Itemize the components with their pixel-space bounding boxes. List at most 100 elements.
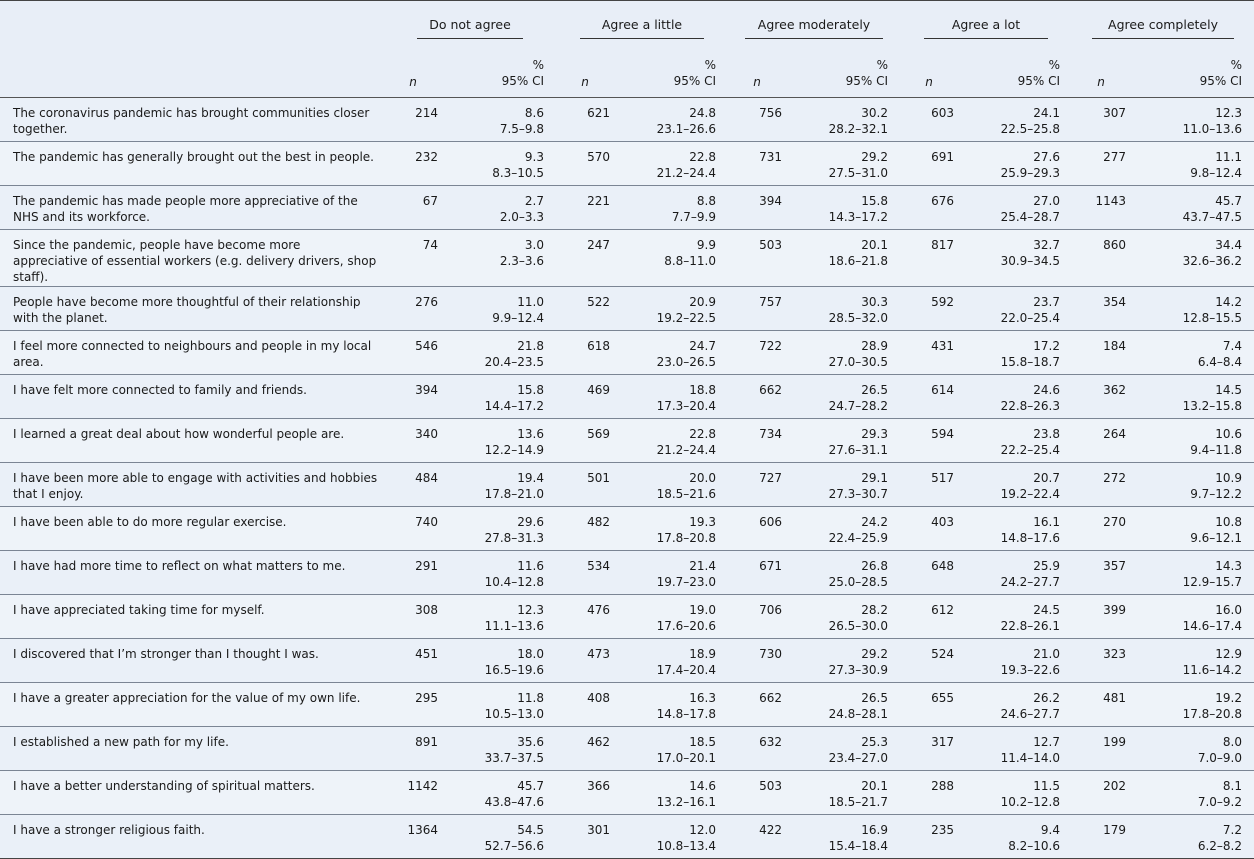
pct-header-label: % xyxy=(876,58,888,72)
ci-value: 16.5–19.6 xyxy=(484,663,544,677)
percent-ci-cell: 24.6 22.8–26.3 xyxy=(958,375,1072,419)
percent-ci-cell: 45.7 43.7–47.5 xyxy=(1130,186,1254,230)
pct-header-label: % xyxy=(532,58,544,72)
ci-value: 27.3–30.9 xyxy=(828,663,888,677)
table-row: I feel more connected to neighbours and … xyxy=(0,330,1254,375)
count-cell: 501 xyxy=(587,471,610,485)
group-header-do-not-agree: Do not agree xyxy=(384,1,556,48)
count-cell: 301 xyxy=(587,823,610,837)
table-row: I discovered that I’m stronger than I th… xyxy=(0,638,1254,683)
count-cell: 594 xyxy=(931,427,954,441)
percent-ci-cell: 16.9 15.4–18.4 xyxy=(786,815,900,859)
percent-ci-cell: 26.8 25.0–28.5 xyxy=(786,551,900,595)
percent-ci-cell: 14.6 13.2–16.1 xyxy=(614,771,728,815)
ci-value: 17.0–20.1 xyxy=(656,751,716,765)
ci-value: 9.4–11.8 xyxy=(1190,443,1242,457)
table-row: I have a stronger religious faith. 1364 54… xyxy=(0,814,1254,859)
ci-value: 18.6–21.8 xyxy=(828,254,888,268)
ci-header-label: 95% CI xyxy=(1199,74,1242,88)
ci-value: 22.2–25.4 xyxy=(1000,443,1060,457)
group-label: Agree completely xyxy=(1092,17,1234,39)
percent-ci-cell: 18.5 17.0–20.1 xyxy=(614,727,728,771)
percent-ci-cell: 16.3 14.8–17.8 xyxy=(614,683,728,727)
count-cell: 1142 xyxy=(407,779,438,793)
percent-value: 17.2 xyxy=(1033,339,1060,353)
percent-ci-cell: 24.5 22.8–26.1 xyxy=(958,595,1072,639)
count-cell: 199 xyxy=(1103,735,1126,749)
statement-cell: I learned a great deal about how wonderf… xyxy=(13,427,345,441)
ci-value: 14.8–17.8 xyxy=(656,707,716,721)
subheader-row: n% 95% CI n% 95% CI n% 95% CI n% 95% CI n% 95% CI xyxy=(0,47,1254,98)
table-row: I have appreciated taking time for mysel… xyxy=(0,594,1254,639)
group-label: Agree a little xyxy=(580,17,704,39)
count-cell: 184 xyxy=(1103,339,1126,353)
percent-ci-cell: 22.8 21.2–24.4 xyxy=(614,419,728,463)
percent-value: 11.0 xyxy=(517,295,544,309)
percent-ci-cell: 54.5 52.7–56.6 xyxy=(442,815,556,859)
count-cell: 484 xyxy=(415,471,438,485)
percent-value: 24.6 xyxy=(1033,383,1060,397)
table-row: I have felt more connected to family and… xyxy=(0,374,1254,419)
percent-ci-cell: 12.9 11.6–14.2 xyxy=(1130,639,1254,683)
percent-value: 19.4 xyxy=(517,471,544,485)
count-cell: 394 xyxy=(759,194,782,208)
percent-ci-cell: 11.6 10.4–12.8 xyxy=(442,551,556,595)
percent-ci-cell: 7.2 6.2–8.2 xyxy=(1130,815,1254,859)
percent-ci-cell: 14.2 12.8–15.5 xyxy=(1130,287,1254,331)
ci-value: 17.4–20.4 xyxy=(656,663,716,677)
percent-value: 20.7 xyxy=(1033,471,1060,485)
ci-value: 23.4–27.0 xyxy=(828,751,888,765)
percent-ci-cell: 25.9 24.2–27.7 xyxy=(958,551,1072,595)
percent-ci-cell: 23.8 22.2–25.4 xyxy=(958,419,1072,463)
percent-ci-cell: 10.8 9.6–12.1 xyxy=(1130,507,1254,551)
count-cell: 408 xyxy=(587,691,610,705)
percent-ci-cell: 12.3 11.1–13.6 xyxy=(442,595,556,639)
percent-ci-cell: 28.2 26.5–30.0 xyxy=(786,595,900,639)
statement-cell: People have become more thoughtful of th… xyxy=(13,295,361,325)
table-row: I learned a great deal about how wonderf… xyxy=(0,418,1254,463)
percent-ci-cell: 19.2 17.8–20.8 xyxy=(1130,683,1254,727)
ci-value: 9.8–12.4 xyxy=(1190,166,1242,180)
percent-value: 28.9 xyxy=(861,339,888,353)
percent-ci-cell: 22.8 21.2–24.4 xyxy=(614,142,728,186)
ci-value: 9.9–12.4 xyxy=(492,311,544,325)
count-cell: 179 xyxy=(1103,823,1126,837)
percent-value: 24.1 xyxy=(1033,106,1060,120)
ci-value: 23.1–26.6 xyxy=(656,122,716,136)
percent-value: 27.0 xyxy=(1033,194,1060,208)
percent-ci-cell: 21.8 20.4–23.5 xyxy=(442,331,556,375)
percent-value: 24.7 xyxy=(689,339,716,353)
count-cell: 621 xyxy=(587,106,610,120)
n-column-header: n xyxy=(581,75,589,89)
ci-value: 24.2–27.7 xyxy=(1000,575,1060,589)
group-header-row: Do not agree Agree a little Agree modera… xyxy=(0,0,1254,48)
percent-value: 18.8 xyxy=(689,383,716,397)
count-cell: 482 xyxy=(587,515,610,529)
count-cell: 354 xyxy=(1103,295,1126,309)
percent-ci-cell: 14.3 12.9–15.7 xyxy=(1130,551,1254,595)
ci-value: 10.4–12.8 xyxy=(484,575,544,589)
statement-cell: I have a greater appreciation for the va… xyxy=(13,691,361,705)
percent-ci-cell: 29.3 27.6–31.1 xyxy=(786,419,900,463)
percent-value: 16.0 xyxy=(1215,603,1242,617)
group-header-agree-moderately: Agree moderately xyxy=(728,1,900,48)
percent-ci-cell: 35.6 33.7–37.5 xyxy=(442,727,556,771)
count-cell: 569 xyxy=(587,427,610,441)
percent-value: 19.2 xyxy=(1215,691,1242,705)
percent-value: 23.7 xyxy=(1033,295,1060,309)
ci-value: 7.0–9.2 xyxy=(1197,795,1242,809)
item-subheader-blank xyxy=(0,47,384,98)
percent-ci-cell: 23.7 22.0–25.4 xyxy=(958,287,1072,331)
statement-cell: I established a new path for my life. xyxy=(13,735,229,749)
count-cell: 357 xyxy=(1103,559,1126,573)
ci-value: 11.4–14.0 xyxy=(1000,751,1060,765)
count-cell: 817 xyxy=(931,238,954,252)
percent-value: 24.8 xyxy=(689,106,716,120)
percent-ci-cell: 29.1 27.3–30.7 xyxy=(786,463,900,507)
count-cell: 317 xyxy=(931,735,954,749)
ci-value: 7.5–9.8 xyxy=(499,122,544,136)
n-column-header: n xyxy=(1097,75,1105,89)
ci-value: 7.7–9.9 xyxy=(671,210,716,224)
count-cell: 295 xyxy=(415,691,438,705)
ci-value: 2.3–3.6 xyxy=(499,254,544,268)
